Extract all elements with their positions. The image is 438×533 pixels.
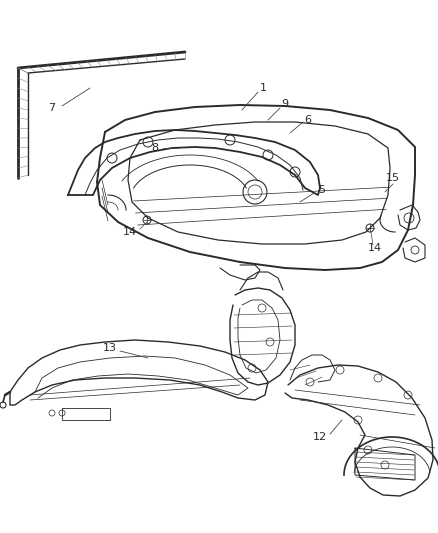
Text: 13: 13	[103, 343, 117, 353]
Text: 12: 12	[313, 432, 327, 442]
Text: 14: 14	[368, 243, 382, 253]
Text: 8: 8	[152, 143, 159, 153]
Text: 15: 15	[386, 173, 400, 183]
Text: 6: 6	[304, 115, 311, 125]
Text: 5: 5	[318, 185, 325, 195]
Text: 14: 14	[123, 227, 137, 237]
Text: 1: 1	[259, 83, 266, 93]
Text: 9: 9	[282, 99, 289, 109]
Text: 7: 7	[49, 103, 56, 113]
